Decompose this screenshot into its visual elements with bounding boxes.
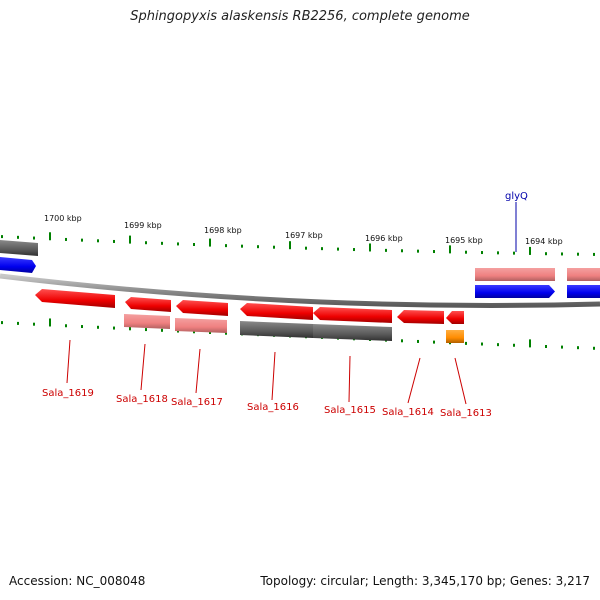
label-sala-1616: Sala_1616 [247, 402, 299, 413]
gene-sala-1618[interactable] [125, 297, 171, 312]
genome-backbone [0, 273, 600, 308]
gene-upper-gray-left[interactable] [0, 240, 38, 256]
gene-upper-pink-right-2[interactable] [567, 268, 600, 281]
ruler-label-1696: 1696 kbp [365, 234, 403, 243]
gene-upper-blue-right-2[interactable] [567, 285, 600, 298]
label-sala-1615: Sala_1615 [324, 405, 376, 416]
gene-sala-1614[interactable] [397, 310, 444, 324]
ruler-label-1694: 1694 kbp [525, 237, 563, 246]
label-sala-1618: Sala_1618 [116, 394, 168, 405]
gene-sala-1616[interactable] [240, 303, 313, 320]
accession-text: Accession: NC_008048 [9, 574, 146, 588]
label-sala-1613: Sala_1613 [440, 408, 492, 419]
gene-sala-1617[interactable] [176, 300, 228, 316]
gene-upper-pink-right-1[interactable] [475, 268, 555, 281]
ruler-label-1698: 1698 kbp [204, 226, 242, 235]
label-sala-1614: Sala_1614 [382, 407, 434, 418]
label-sala-1619: Sala_1619 [42, 388, 94, 399]
gene-sala-1613[interactable] [446, 311, 464, 324]
gene-sala-1615[interactable] [313, 307, 392, 323]
gene-labels: Sala_1619 Sala_1618 Sala_1617 Sala_1616 … [42, 191, 528, 419]
gene-lower-pink-2[interactable] [175, 318, 227, 333]
gene-lower-gray-2[interactable] [313, 324, 392, 341]
ruler-label-1700: 1700 kbp [44, 214, 82, 223]
gene-upper-blue-left[interactable] [0, 257, 36, 273]
ruler-label-1697: 1697 kbp [285, 231, 323, 240]
label-connectors [66, 339, 467, 405]
label-sala-1617: Sala_1617 [171, 397, 223, 408]
ruler-label-1699: 1699 kbp [124, 221, 162, 230]
gene-lower-gray-1[interactable] [240, 321, 313, 338]
label-glyq: glyQ [505, 191, 528, 202]
gene-glyq[interactable] [475, 285, 555, 298]
gene-lower-pink-1[interactable] [124, 314, 170, 329]
gene-lower-orange[interactable] [446, 330, 464, 343]
genome-title: Sphingopyxis alaskensis RB2256, complete… [130, 9, 470, 24]
ruler-label-1695: 1695 kbp [445, 236, 483, 245]
gene-sala-1619[interactable] [35, 289, 115, 308]
tick-row-top [1, 232, 595, 256]
ruler-labels: 1700 kbp 1699 kbp 1698 kbp 1697 kbp 1696… [44, 214, 563, 246]
topology-text: Topology: circular; Length: 3,345,170 bp… [260, 574, 590, 588]
